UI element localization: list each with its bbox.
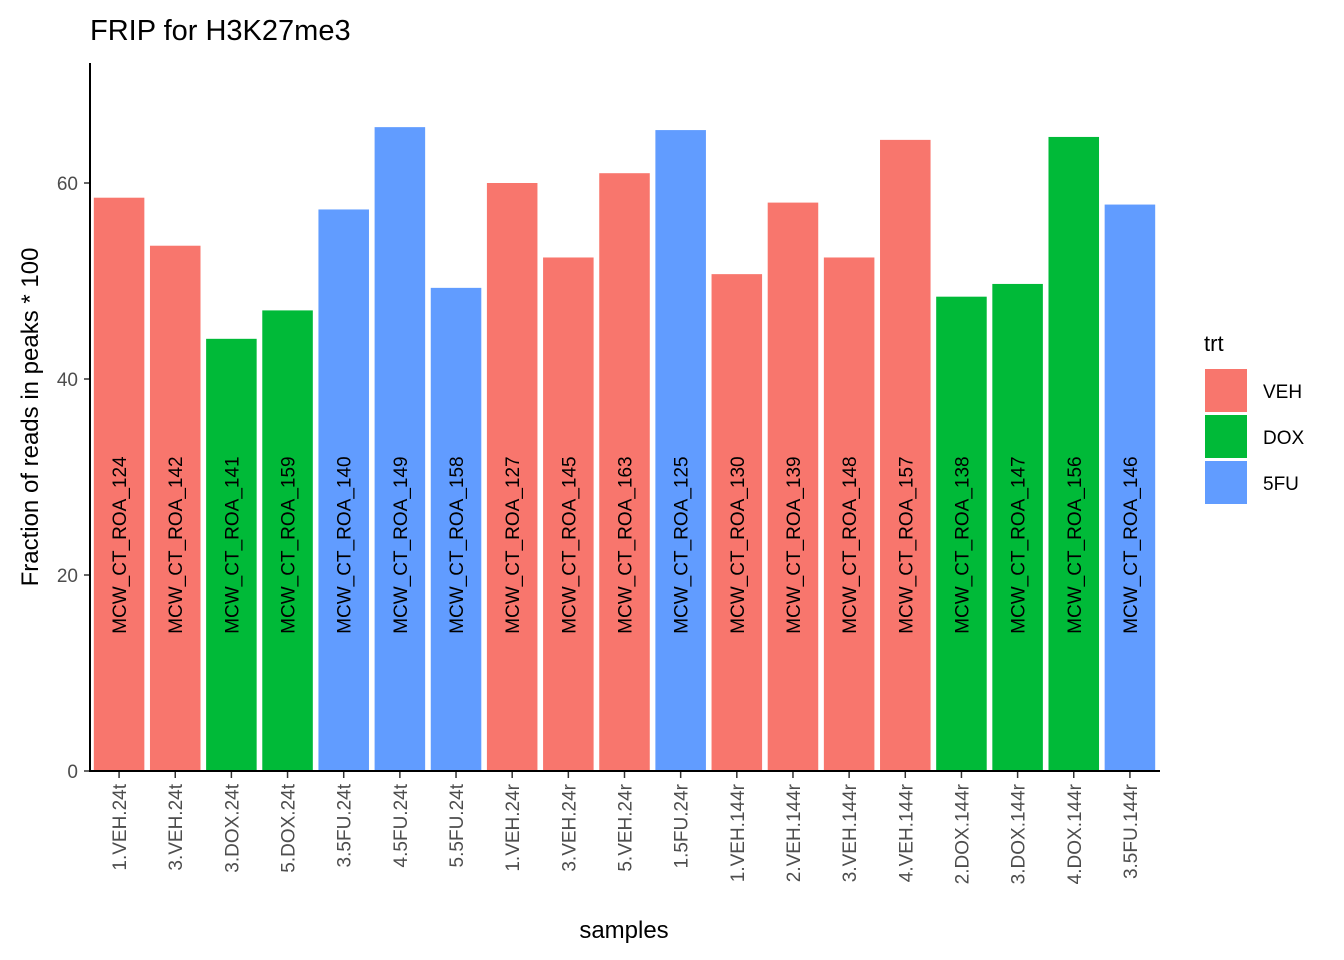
- x-tick-label: 4.VEH.144r: [896, 783, 917, 882]
- x-tick-label: 1.5FU.24r: [672, 783, 693, 868]
- bar-4.5FU.24t: [374, 127, 426, 771]
- bar-4.DOX.144r: [1048, 136, 1100, 771]
- bar-label: MCW_CT_ROA_156: [1065, 456, 1086, 633]
- legend-swatch-VEH: [1205, 369, 1247, 412]
- bar-label: MCW_CT_ROA_139: [784, 456, 805, 633]
- bar-label: MCW_CT_ROA_145: [559, 456, 580, 633]
- legend-label-DOX: DOX: [1263, 428, 1305, 449]
- bar-2.VEH.144r: [767, 202, 819, 772]
- bar-label: MCW_CT_ROA_142: [166, 456, 187, 633]
- bar-1.5FU.24r: [655, 130, 706, 771]
- y-ticks-group: 0 20 40 60: [57, 174, 89, 783]
- bar-label: MCW_CT_ROA_149: [391, 456, 412, 633]
- x-tick-label: 3.DOX.24t: [222, 783, 243, 872]
- x-ticks-group: 1.VEH.24t 3.VEH.24t 3.DOX.24t 5.DOX.24t 3.5F…: [110, 772, 1142, 884]
- legend-title: trt: [1204, 331, 1224, 356]
- x-tick-label: 4.5FU.24t: [391, 783, 412, 867]
- x-tick-label: 2.VEH.144r: [784, 783, 805, 882]
- bar-label: MCW_CT_ROA_148: [840, 456, 861, 633]
- x-tick-label: 1.VEH.24r: [503, 783, 524, 871]
- bar-labels-group: MCW_CT_ROA_124 MCW_CT_ROA_142 MCW_CT_ROA_1…: [110, 456, 1142, 634]
- x-tick-label: 4.DOX.144r: [1065, 783, 1086, 884]
- bar-1.VEH.144r: [711, 274, 763, 771]
- bar-3.DOX.144r: [992, 283, 1043, 771]
- bar-3.DOX.24t: [206, 338, 257, 771]
- bar-label: MCW_CT_ROA_159: [279, 456, 300, 633]
- bar-3.5FU.144r: [1104, 204, 1156, 771]
- x-axis-title: samples: [579, 917, 668, 944]
- bar-label: MCW_CT_ROA_127: [503, 456, 524, 633]
- bar-3.5FU.24t: [318, 209, 369, 771]
- x-tick-label: 3.VEH.144r: [840, 783, 861, 882]
- bar-label: MCW_CT_ROA_146: [1121, 456, 1142, 633]
- x-tick-label: 3.VEH.24r: [559, 783, 580, 871]
- bar-label: MCW_CT_ROA_157: [896, 456, 917, 633]
- y-tick-label: 0: [67, 762, 78, 783]
- bar-5.DOX.24t: [262, 310, 313, 771]
- y-tick-label: 60: [57, 174, 78, 195]
- legend-label-VEH: VEH: [1263, 382, 1302, 403]
- y-tick-label: 20: [57, 566, 78, 587]
- chart-title: FRIP for H3K27me3: [90, 15, 351, 47]
- x-tick-label: 5.VEH.24r: [616, 783, 637, 871]
- bar-2.DOX.144r: [936, 296, 987, 771]
- x-tick-label: 3.5FU.24t: [335, 783, 356, 867]
- y-axis-title: Fraction of reads in peaks * 100: [17, 248, 44, 587]
- x-tick-label: 1.VEH.24t: [110, 783, 131, 870]
- bar-label: MCW_CT_ROA_124: [110, 456, 131, 634]
- legend-swatch-DOX: [1205, 415, 1247, 458]
- bar-3.VEH.24t: [149, 245, 201, 772]
- bar-4.VEH.144r: [880, 139, 931, 771]
- y-tick-label: 40: [57, 370, 78, 391]
- bar-1.VEH.24t: [93, 197, 145, 771]
- bar-label: MCW_CT_ROA_130: [728, 456, 749, 633]
- bar-label: MCW_CT_ROA_141: [222, 456, 243, 633]
- x-tick-label: 5.DOX.24t: [279, 783, 300, 872]
- bar-5.5FU.24t: [430, 287, 482, 771]
- bar-label: MCW_CT_ROA_125: [672, 456, 693, 633]
- bar-5.VEH.24r: [599, 173, 650, 771]
- bar-label: MCW_CT_ROA_158: [447, 456, 468, 633]
- legend-label-5FU: 5FU: [1263, 474, 1299, 495]
- legend: trt VEH DOX 5FU: [1204, 331, 1305, 504]
- bars-group: [93, 127, 1156, 772]
- x-tick-label: 2.DOX.144r: [952, 783, 973, 884]
- bar-label: MCW_CT_ROA_147: [1009, 456, 1030, 633]
- bar-label: MCW_CT_ROA_163: [616, 456, 637, 633]
- legend-swatch-5FU: [1205, 461, 1247, 504]
- bar-label: MCW_CT_ROA_138: [952, 456, 973, 633]
- x-tick-label: 3.DOX.144r: [1009, 783, 1030, 884]
- x-tick-label: 5.5FU.24t: [447, 783, 468, 867]
- bar-label: MCW_CT_ROA_140: [335, 456, 356, 633]
- bar-1.VEH.24r: [486, 183, 538, 771]
- bar-3.VEH.24r: [543, 257, 594, 772]
- x-tick-label: 3.VEH.24t: [166, 783, 187, 870]
- bar-3.VEH.144r: [823, 257, 875, 772]
- x-tick-label: 1.VEH.144r: [728, 783, 749, 882]
- x-tick-label: 3.5FU.144r: [1121, 783, 1142, 879]
